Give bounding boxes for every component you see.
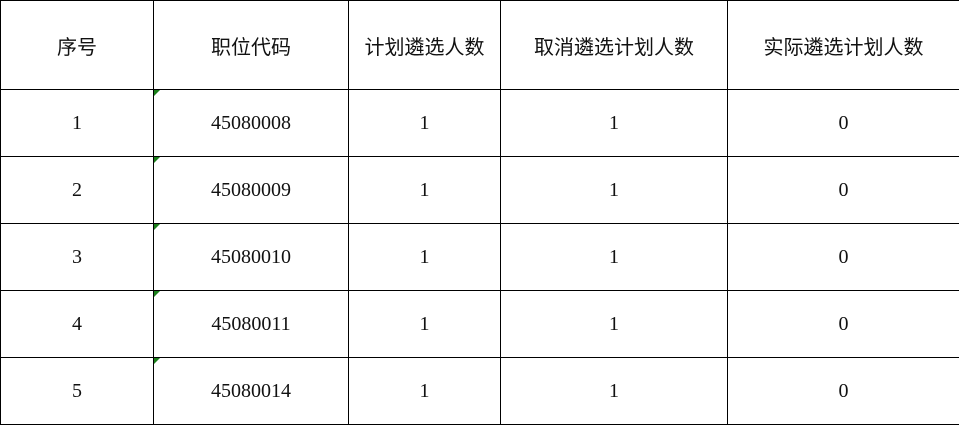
- cell-cancelled-count[interactable]: 1: [500, 223, 728, 291]
- cell-index[interactable]: 5: [0, 357, 154, 425]
- text-number-indicator-icon: [154, 224, 160, 230]
- header-index: 序号: [0, 0, 154, 90]
- cell-value: 1: [419, 312, 430, 335]
- text-number-indicator-icon: [154, 90, 160, 96]
- cell-value: 1: [72, 111, 82, 134]
- cell-value: 45080008: [211, 111, 291, 134]
- cell-actual-count[interactable]: 0: [727, 290, 959, 358]
- cell-value: 1: [609, 178, 619, 201]
- cell-position-code[interactable]: 45080009: [153, 156, 349, 224]
- cell-value: 1: [419, 245, 430, 268]
- cell-planned-count[interactable]: 1: [348, 89, 501, 157]
- cell-planned-count[interactable]: 1: [348, 223, 501, 291]
- cell-cancelled-count[interactable]: 1: [500, 156, 728, 224]
- cell-value: 5: [72, 379, 82, 402]
- cell-index[interactable]: 1: [0, 89, 154, 157]
- cell-value: 0: [838, 379, 849, 402]
- cell-planned-count[interactable]: 1: [348, 290, 501, 358]
- cell-actual-count[interactable]: 0: [727, 89, 959, 157]
- cell-actual-count[interactable]: 0: [727, 223, 959, 291]
- cell-value: 3: [72, 245, 82, 268]
- cell-planned-count[interactable]: 1: [348, 357, 501, 425]
- cell-value: 1: [419, 111, 430, 134]
- cell-value: 1: [609, 379, 619, 402]
- cell-value: 4: [72, 312, 82, 335]
- cell-cancelled-count[interactable]: 1: [500, 357, 728, 425]
- cell-value: 0: [838, 111, 849, 134]
- cell-value: 45080010: [211, 245, 291, 268]
- text-number-indicator-icon: [154, 291, 160, 297]
- cell-index[interactable]: 4: [0, 290, 154, 358]
- cell-position-code[interactable]: 45080008: [153, 89, 349, 157]
- cell-cancelled-count[interactable]: 1: [500, 290, 728, 358]
- cell-position-code[interactable]: 45080010: [153, 223, 349, 291]
- table-row: 1 45080008 1 1 0: [0, 89, 959, 157]
- text-number-indicator-icon: [154, 157, 160, 163]
- cell-value: 0: [838, 245, 849, 268]
- cell-index[interactable]: 2: [0, 156, 154, 224]
- header-row: 序号 职位代码 计划遴选人数 取消遴选计划人数 实际遴选计划人数: [0, 0, 959, 90]
- text-number-indicator-icon: [154, 358, 160, 364]
- cell-value: 0: [838, 178, 849, 201]
- cell-cancelled-count[interactable]: 1: [500, 89, 728, 157]
- cell-position-code[interactable]: 45080014: [153, 357, 349, 425]
- table-row: 5 45080014 1 1 0: [0, 357, 959, 425]
- cell-index[interactable]: 3: [0, 223, 154, 291]
- header-cancelled-count: 取消遴选计划人数: [500, 0, 728, 90]
- header-actual-count: 实际遴选计划人数: [727, 0, 959, 90]
- cell-value: 1: [419, 178, 430, 201]
- cell-position-code[interactable]: 45080011: [153, 290, 349, 358]
- cell-value: 45080011: [211, 312, 291, 335]
- cell-value: 45080009: [211, 178, 291, 201]
- cell-value: 1: [609, 245, 619, 268]
- cell-planned-count[interactable]: 1: [348, 156, 501, 224]
- table-row: 4 45080011 1 1 0: [0, 290, 959, 358]
- table-row: 3 45080010 1 1 0: [0, 223, 959, 291]
- cell-value: 0: [838, 312, 849, 335]
- header-planned-count: 计划遴选人数: [348, 0, 501, 90]
- cell-value: 1: [609, 111, 619, 134]
- table-row: 2 45080009 1 1 0: [0, 156, 959, 224]
- cell-value: 2: [72, 178, 82, 201]
- cell-actual-count[interactable]: 0: [727, 156, 959, 224]
- cell-actual-count[interactable]: 0: [727, 357, 959, 425]
- cell-value: 1: [609, 312, 619, 335]
- cell-value: 1: [419, 379, 430, 402]
- header-position-code: 职位代码: [153, 0, 349, 90]
- cell-value: 45080014: [211, 379, 291, 402]
